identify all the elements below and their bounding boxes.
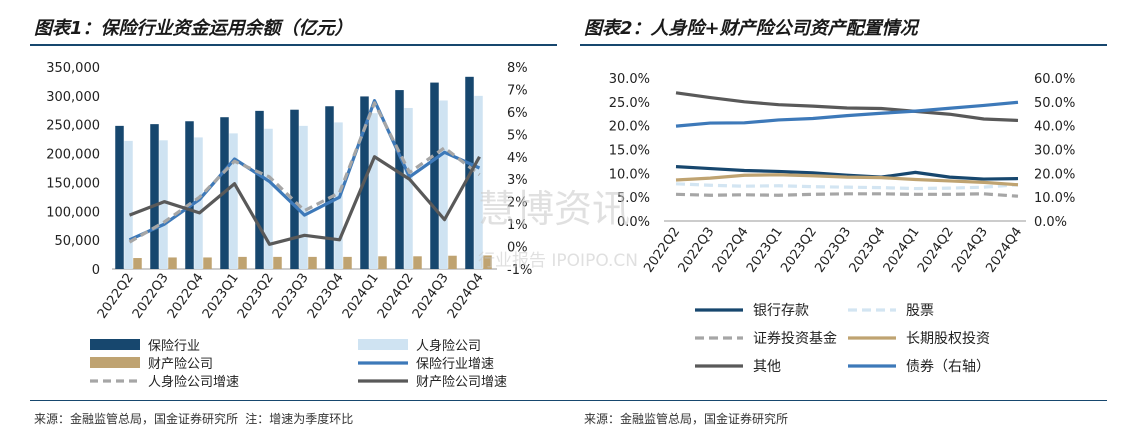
left-y2-tick-label: 6% xyxy=(507,106,528,121)
left-bar-人身险公司 xyxy=(299,125,308,270)
left-y-tick-label: 200,000 xyxy=(46,148,100,163)
left-y-tick-label: 350,000 xyxy=(46,61,100,76)
left-y-tick-label: 300,000 xyxy=(46,90,100,105)
left-bar-人身险公司 xyxy=(159,140,168,269)
right-y2-tick-label: 10.0% xyxy=(1034,191,1075,206)
watermark-main: 慧博资讯 xyxy=(478,187,630,231)
left-line-财产险公司增速 xyxy=(128,155,481,246)
left-legend-swatch xyxy=(90,339,140,350)
left-bar-财产险公司 xyxy=(273,256,282,269)
right-y2-tick-label: 30.0% xyxy=(1034,144,1075,159)
left-y2-tick-label: 0% xyxy=(507,241,528,256)
left-bar-保险行业 xyxy=(185,121,194,269)
left-bar-财产险公司 xyxy=(133,258,142,269)
left-bar-财产险公司 xyxy=(308,256,317,269)
right-y2-tick-label: 60.0% xyxy=(1034,72,1075,87)
left-y2-tick-label: 3% xyxy=(507,173,528,188)
left-legend-label: 财产险公司增速 xyxy=(416,375,507,390)
left-y-tick-label: 50,000 xyxy=(55,234,101,249)
left-bar-人身险公司 xyxy=(404,107,413,269)
left-bar-保险行业 xyxy=(150,124,159,269)
left-y2-tick-label: 8% xyxy=(507,61,528,76)
left-bar-财产险公司 xyxy=(168,257,177,269)
right-legend-label: 银行存款 xyxy=(753,303,809,319)
left-bar-人身险公司 xyxy=(229,133,238,269)
left-bar-人身险公司 xyxy=(369,113,378,270)
right-y-tick-label: 10.0% xyxy=(609,167,650,182)
left-bar-保险行业 xyxy=(325,106,334,269)
left-y2-tick-label: -1% xyxy=(507,263,532,278)
left-bar-人身险公司 xyxy=(194,137,203,269)
left-bar-财产险公司 xyxy=(203,257,212,269)
right-y2-tick-label: 50.0% xyxy=(1034,96,1075,111)
right-legend-label: 股票 xyxy=(906,303,934,319)
right-legend-label: 证券投资基金 xyxy=(753,330,837,347)
left-y-tick-label: 100,000 xyxy=(46,205,100,220)
left-bar-财产险公司 xyxy=(343,256,352,269)
right-title-rule xyxy=(580,44,1107,46)
left-y2-tick-label: 4% xyxy=(507,151,528,166)
left-y2-tick-label: 2% xyxy=(507,196,528,211)
right-chart-title: 图表2：人身险+财产险公司资产配置情况 xyxy=(584,18,918,39)
right-line-债券（右轴） xyxy=(675,100,1019,128)
left-bar-人身险公司 xyxy=(264,128,273,269)
left-bar-财产险公司 xyxy=(483,255,492,269)
left-bar-财产险公司 xyxy=(238,256,247,269)
left-bar-人身险公司 xyxy=(474,95,483,269)
left-bar-人身险公司 xyxy=(439,100,448,269)
left-title-rule xyxy=(30,44,557,46)
left-bar-保险行业 xyxy=(115,125,124,270)
right-y2-tick-label: 40.0% xyxy=(1034,120,1075,135)
right-line-长期股权投资 xyxy=(675,173,1019,187)
left-bar-保险行业 xyxy=(290,109,299,269)
left-bar-财产险公司 xyxy=(413,256,422,269)
left-source-note: 来源：金融监管总局，国金证券研究所 注：增速为季度环比 xyxy=(34,412,354,426)
left-line-人身险公司增速 xyxy=(128,101,481,244)
left-legend-label: 保险行业 xyxy=(148,339,200,354)
right-legend-label: 其他 xyxy=(753,359,781,375)
left-chart: 350,000 300,000 250,000 200,000 150,000 100,0… xyxy=(46,61,532,390)
right-line-证券投资基金 xyxy=(675,192,1019,198)
left-bar-财产险公司 xyxy=(378,256,387,269)
left-y2-tick-label: 7% xyxy=(507,83,528,98)
left-legend-label: 人身险公司 xyxy=(416,338,481,354)
left-bar-保险行业 xyxy=(255,110,264,269)
left-legend-swatch xyxy=(358,339,408,350)
left-y2-tick-label: 5% xyxy=(507,128,528,143)
left-bar-人身险公司 xyxy=(124,140,133,269)
right-line-其他 xyxy=(675,91,1019,123)
left-bar-保险行业 xyxy=(430,82,439,269)
left-chart-title: 图表1：保险行业资金运用余额（亿元） xyxy=(34,18,353,39)
right-y-tick-label: 20.0% xyxy=(609,120,650,135)
right-y-tick-label: 15.0% xyxy=(609,144,650,159)
left-y-tick-label: 0 xyxy=(92,263,100,278)
left-y-tick-label: 150,000 xyxy=(46,176,100,191)
right-y2-tick-label: 20.0% xyxy=(1034,167,1075,182)
left-legend-label: 财产险公司 xyxy=(148,357,213,372)
right-y-tick-label: 0.0% xyxy=(617,215,650,230)
right-y-tick-label: 25.0% xyxy=(609,96,650,111)
left-y2-tick-label: 1% xyxy=(507,218,528,233)
right-source-note: 来源：金融监管总局，国金证券研究所 xyxy=(584,412,789,426)
right-legend-label: 债券（右轴） xyxy=(906,359,990,375)
right-y-tick-label: 30.0% xyxy=(609,72,650,87)
left-legend-swatch xyxy=(90,357,140,368)
right-line-银行存款 xyxy=(675,165,1019,181)
right-y-tick-label: 5.0% xyxy=(617,191,650,206)
left-x-tick-label: 2024Q4 xyxy=(445,271,487,322)
right-legend-label: 长期股权投资 xyxy=(906,331,990,347)
left-legend-label: 保险行业增速 xyxy=(416,357,494,372)
left-y-tick-label: 250,000 xyxy=(46,119,100,134)
left-bar-保险行业 xyxy=(395,90,404,269)
right-line-股票 xyxy=(675,182,1019,191)
left-bar-财产险公司 xyxy=(448,255,457,269)
watermark-sub: 行业报告 IPOIPO.CN xyxy=(478,251,638,271)
right-chart: 30.0% 25.0% 20.0% 15.0% 10.0% 5.0% 0.0% 60.0% 50… xyxy=(609,72,1076,375)
source-rule xyxy=(30,400,1107,401)
right-y2-tick-label: 0.0% xyxy=(1034,215,1067,230)
left-legend-label: 人身险公司增速 xyxy=(148,374,239,390)
